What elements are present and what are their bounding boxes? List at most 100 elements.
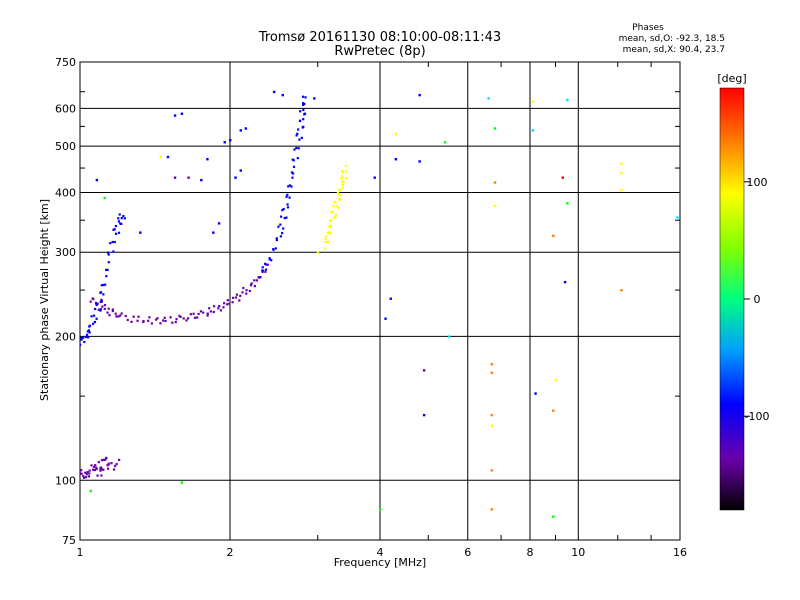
y-tick-label: 200 xyxy=(55,330,76,343)
trace-point xyxy=(99,307,103,311)
x-tick-label: 2 xyxy=(227,546,234,559)
trace-point xyxy=(329,226,333,229)
trace-point xyxy=(174,321,177,324)
trace-point xyxy=(99,469,102,472)
trace-point xyxy=(261,269,264,272)
trace-point xyxy=(293,148,296,151)
trace-point xyxy=(82,476,86,479)
scatter-point xyxy=(95,178,99,182)
trace-point xyxy=(206,314,209,317)
trace-point xyxy=(118,458,121,461)
trace-point xyxy=(99,466,103,469)
colorbar-label: [deg] xyxy=(717,72,746,85)
trace-point xyxy=(86,330,89,333)
scatter-point xyxy=(239,169,242,172)
scatter-point xyxy=(103,196,106,200)
trace-point xyxy=(81,336,85,339)
scatter-point xyxy=(394,133,398,136)
trace-point xyxy=(100,474,103,477)
trace-point xyxy=(266,263,269,266)
trace-point xyxy=(92,322,95,325)
trace-point xyxy=(162,319,165,322)
trace-point xyxy=(107,261,110,264)
scatter-point xyxy=(223,141,226,144)
trace-point xyxy=(106,311,109,314)
trace-point xyxy=(282,207,285,211)
scatter-point xyxy=(272,90,276,94)
y-axis-ticks: 75 100 200 300 400 500 600 750 xyxy=(55,56,680,547)
trace-point xyxy=(235,293,239,296)
scatter-point xyxy=(89,489,92,493)
trace-point xyxy=(290,185,293,188)
scatter-point xyxy=(200,178,203,182)
trace-point xyxy=(344,177,348,180)
trace-point xyxy=(155,318,158,321)
trace-point xyxy=(94,464,97,467)
scatter-point xyxy=(379,508,382,511)
scatter-point xyxy=(534,392,537,395)
trace-point xyxy=(291,176,294,179)
scatter-point xyxy=(493,204,497,208)
trace-point xyxy=(100,300,104,303)
chart-subtitle: RwPretec (8p) xyxy=(334,44,425,59)
trace-point xyxy=(88,331,91,334)
grid-lines xyxy=(80,62,680,540)
scatter-point xyxy=(490,469,494,472)
trace-point xyxy=(286,206,290,209)
y-tick-label: 100 xyxy=(55,474,76,487)
scatter-point xyxy=(490,371,494,374)
trace-point xyxy=(85,333,89,336)
scatter-point xyxy=(159,155,162,159)
trace-point xyxy=(107,307,110,310)
trace-point xyxy=(287,185,290,188)
x-tick-label: 10 xyxy=(571,546,585,559)
trace-point xyxy=(265,263,268,266)
trace-point xyxy=(245,289,248,292)
trace-point xyxy=(106,251,110,254)
trace-point xyxy=(328,225,331,228)
trace-point xyxy=(304,96,307,99)
scatter-point xyxy=(173,114,177,117)
trace-point xyxy=(102,283,105,287)
trace-point xyxy=(97,461,100,464)
trace-point xyxy=(298,119,302,123)
trace-point xyxy=(85,473,88,476)
trace-point xyxy=(326,231,329,234)
trace-point xyxy=(295,134,298,137)
scatter-point xyxy=(313,97,316,100)
trace-point xyxy=(80,338,83,341)
trace-point xyxy=(223,302,226,305)
trace-point xyxy=(283,216,286,220)
trace-point xyxy=(330,210,333,213)
chart-title: Tromsø 20161130 08:10:00-08:11:43 xyxy=(258,30,501,45)
trace-point xyxy=(301,95,305,98)
trace-point xyxy=(112,250,115,253)
trace-point xyxy=(150,322,153,325)
trace-point xyxy=(338,197,341,201)
trace-point xyxy=(84,476,88,479)
scatter-point xyxy=(422,369,426,372)
trace-point xyxy=(298,138,301,141)
scatter-point xyxy=(139,231,142,234)
scatter-point xyxy=(384,317,387,320)
trace-point xyxy=(163,316,166,319)
trace-point xyxy=(206,312,209,315)
trace-point xyxy=(300,136,303,139)
trace-point xyxy=(302,103,305,106)
trace-point xyxy=(290,171,294,174)
trace-point xyxy=(253,279,256,282)
trace-point xyxy=(101,305,104,308)
trace-point xyxy=(337,207,340,210)
data-points xyxy=(80,90,679,518)
trace-point xyxy=(117,217,120,220)
y-tick-label: 300 xyxy=(55,246,76,259)
x-axis-label: Frequency [MHz] xyxy=(334,556,426,569)
trace-point xyxy=(279,235,282,238)
trace-point xyxy=(279,223,282,226)
trace-point xyxy=(148,316,151,319)
colorbar-tick-label: -100 xyxy=(745,410,770,423)
colorbar-tick-label: 100 xyxy=(747,176,768,189)
trace-point xyxy=(147,319,150,322)
trace-point xyxy=(303,112,307,115)
trace-point xyxy=(326,240,329,243)
